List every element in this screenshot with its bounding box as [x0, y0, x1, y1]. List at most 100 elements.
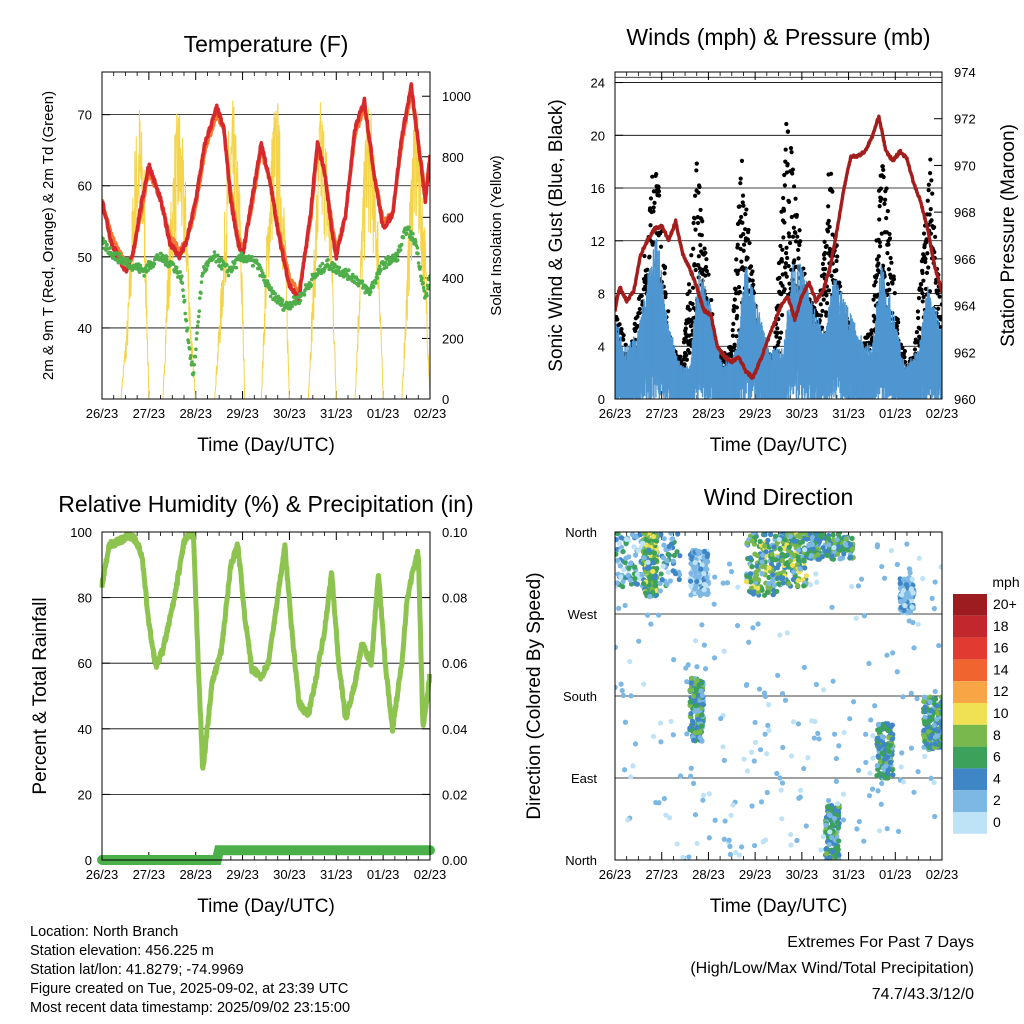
plot-frame — [614, 71, 943, 400]
direction-point — [748, 579, 754, 585]
dewpoint-point — [422, 289, 426, 293]
gust-point — [834, 268, 839, 273]
x-tick-label: 26/23 — [599, 867, 632, 882]
gust-point — [739, 259, 744, 264]
direction-point — [635, 548, 641, 554]
direction-point — [795, 557, 801, 563]
gust-point — [617, 322, 622, 327]
gust-point — [694, 161, 699, 166]
dewpoint-point — [341, 275, 346, 279]
direction-point — [824, 804, 831, 810]
gust-point — [923, 286, 929, 292]
gust-point — [889, 260, 894, 265]
gust-point — [838, 284, 843, 289]
direction-point — [692, 730, 698, 736]
direction-point — [835, 543, 841, 550]
dewpoint-point — [114, 251, 119, 255]
x-tick-label: 28/23 — [179, 867, 212, 882]
dewpoint-point — [193, 354, 198, 359]
gust-point — [892, 291, 897, 296]
gust-point — [621, 337, 626, 342]
x-tick-label: 29/23 — [226, 867, 259, 882]
gust-point — [926, 182, 931, 187]
dewpoint-point — [160, 253, 165, 258]
dewpoint-point — [415, 246, 420, 250]
gust-point — [744, 207, 749, 212]
gust-point — [745, 255, 750, 261]
gust-point — [884, 186, 889, 191]
gust-point — [825, 229, 831, 234]
y-tick-label: North — [565, 525, 597, 540]
dewpoint-point — [192, 363, 197, 367]
direction-point — [615, 551, 619, 557]
gust-point — [935, 306, 941, 311]
direction-point — [762, 532, 768, 538]
direction-point — [688, 680, 694, 686]
gust-point — [687, 307, 692, 312]
y2-tick-label: 0.10 — [442, 525, 467, 540]
gust-point — [793, 230, 798, 236]
y2-axis-label: Solar Insolation (Yellow) — [488, 155, 505, 315]
dewpoint-point — [201, 271, 206, 276]
direction-point — [704, 553, 710, 560]
y2-tick-label: 970 — [954, 158, 976, 173]
gust-point — [930, 191, 935, 196]
y-tick-label: 12 — [591, 234, 605, 249]
winds-plot-area — [615, 114, 942, 399]
direction-point — [661, 536, 667, 542]
gust-point — [656, 185, 661, 190]
dewpoint-point — [411, 231, 415, 236]
gust-point — [786, 263, 791, 269]
direction-point — [652, 575, 658, 581]
gust-point — [747, 240, 752, 246]
gust-point — [876, 254, 881, 259]
y2-tick-label: 960 — [954, 392, 976, 407]
dewpoint-point — [184, 318, 189, 323]
direction-point — [824, 552, 830, 558]
dewpoint-point — [195, 324, 200, 328]
gust-point — [793, 239, 799, 244]
direction-point — [777, 546, 783, 552]
gust-point — [785, 129, 791, 134]
direction-point — [629, 532, 636, 538]
gust-point — [780, 247, 785, 252]
gust-point — [735, 271, 740, 276]
gust-point — [896, 320, 901, 325]
direction-point — [690, 693, 697, 699]
x-tick-label: 27/23 — [645, 867, 678, 882]
gust-point — [687, 350, 692, 355]
direction-point — [755, 589, 761, 595]
direction-point — [651, 550, 658, 556]
dewpoint-point — [298, 298, 303, 303]
gust-point — [740, 220, 745, 225]
direction-point — [800, 532, 806, 536]
plot-frame — [101, 71, 431, 400]
direction-point — [687, 699, 693, 705]
gust-point — [784, 170, 790, 175]
gust-point — [887, 231, 892, 237]
gust-point — [703, 264, 709, 270]
gust-point — [823, 266, 828, 272]
direction-point — [653, 582, 659, 589]
gust-point — [704, 257, 709, 262]
gust-point — [698, 243, 703, 248]
gust-point — [743, 227, 748, 232]
gust-point — [919, 287, 924, 292]
y-tick-label: East — [571, 771, 597, 786]
gust-point — [692, 262, 697, 267]
dewpoint-point — [377, 264, 382, 269]
y-tick-label: 24 — [591, 76, 605, 91]
y2-tick-label: 600 — [442, 210, 464, 225]
direction-point — [705, 579, 711, 585]
direction-point — [650, 589, 656, 596]
gust-point — [685, 304, 691, 309]
dewpoint-point — [326, 258, 330, 262]
direction-point — [776, 562, 782, 568]
gust-point — [818, 313, 824, 318]
y2-tick-label: 972 — [954, 112, 976, 127]
gust-point — [648, 206, 653, 211]
x-tick-label: 31/23 — [320, 867, 353, 882]
chart-title: Wind Direction — [704, 484, 854, 510]
gust-point — [732, 297, 737, 302]
direction-point — [634, 571, 641, 578]
